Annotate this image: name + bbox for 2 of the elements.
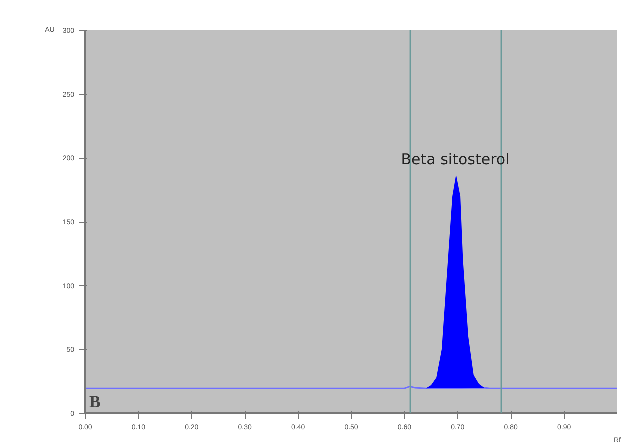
annotation: B [90, 392, 101, 412]
annotation: Beta sitosterol [401, 150, 510, 168]
